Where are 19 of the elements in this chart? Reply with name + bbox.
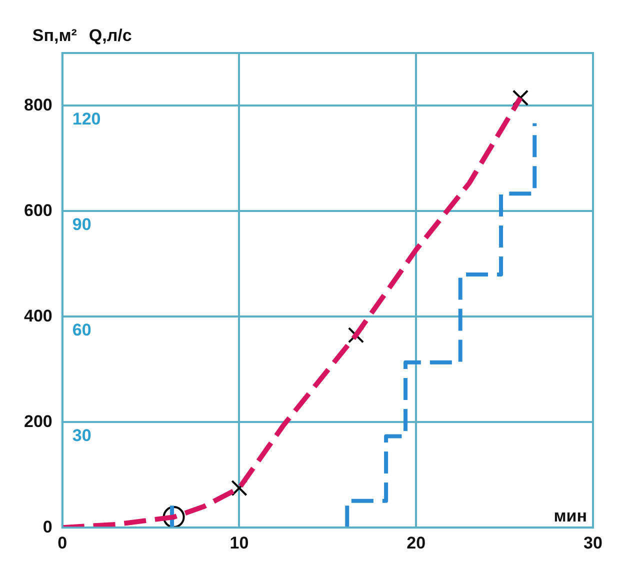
y-tick-label: 0	[42, 517, 52, 536]
y-tick-label: 400	[24, 306, 52, 326]
x-tick-label: 30	[584, 533, 602, 552]
y2-axis-title: Q,л/с	[88, 26, 132, 45]
x-axis-title: мин	[554, 506, 587, 526]
y-tick-label: 200	[24, 412, 52, 431]
point	[162, 506, 185, 528]
x-tick-label: 0	[58, 533, 68, 552]
y2-tick-label: 120	[72, 109, 101, 128]
y-axis-title: Sп,м²	[32, 26, 78, 45]
y-tick-label: 800	[24, 95, 52, 114]
y2-tick-label: 30	[72, 426, 92, 445]
y2-tick-label: 90	[72, 214, 92, 234]
y2-tick-label: 60	[72, 320, 92, 340]
point	[231, 480, 248, 496]
y-tick-label: 600	[24, 200, 52, 220]
x-tick-label: 10	[230, 533, 249, 552]
point	[512, 90, 529, 106]
x-tick-label: 20	[406, 533, 426, 552]
